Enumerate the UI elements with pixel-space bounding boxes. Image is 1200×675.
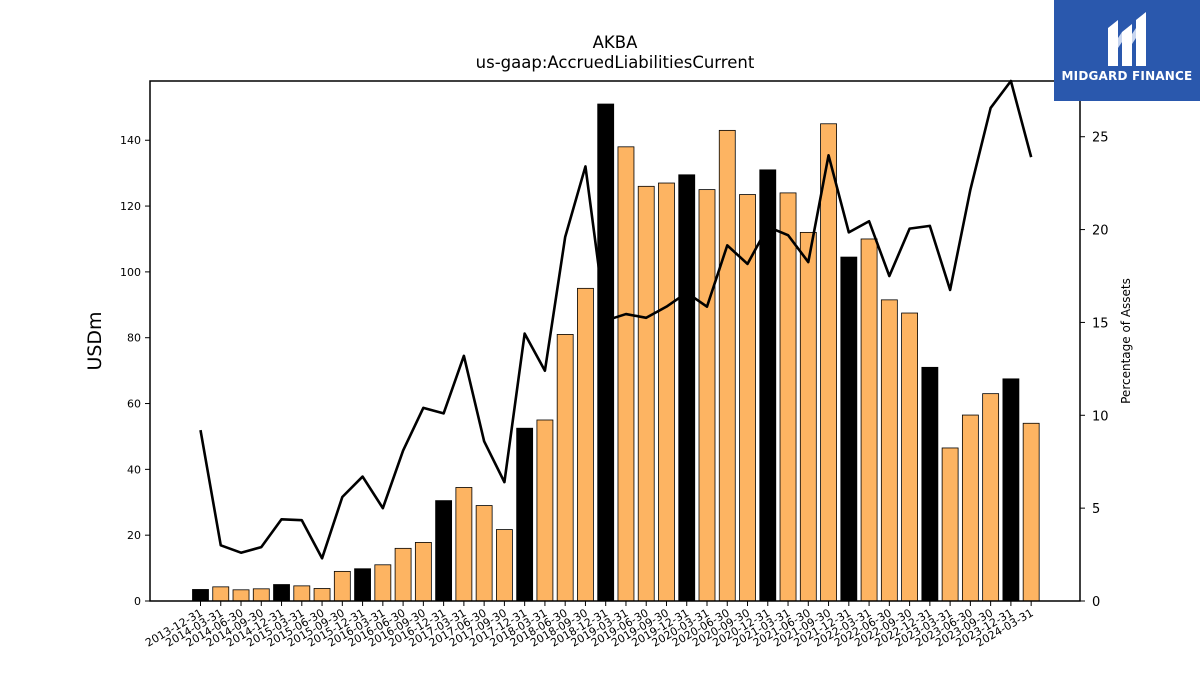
y2-tick-label: 25: [1092, 131, 1109, 146]
line-series: [199, 79, 1033, 560]
y2-tick-label: 0: [1092, 595, 1100, 610]
y-tick-label: 140: [120, 134, 141, 147]
bar-2023-09-30: [982, 393, 1000, 602]
plot-frame: [149, 80, 1081, 602]
y-tick-label: 40: [127, 463, 141, 476]
bar-2020-06-30: [718, 129, 736, 602]
bar-2021-09-30: [820, 123, 837, 602]
bar-2022-09-30: [901, 312, 918, 602]
y2-axis-label: Percentage of Assets: [1119, 278, 1133, 404]
bar-2016-03-31: [374, 564, 392, 602]
bar-2017-12-31: [516, 427, 534, 602]
bar-2019-06-30: [637, 185, 655, 602]
logo-text: MIDGARD FINANCE: [1061, 69, 1193, 83]
bar-2014-09-30: [252, 588, 270, 602]
bar-2014-12-31: [273, 584, 290, 602]
bar-2019-12-31: [678, 174, 696, 602]
bar-2015-03-31: [293, 585, 311, 602]
bar-2022-12-31: [921, 366, 939, 602]
y-tick-label: 120: [120, 200, 141, 213]
bar-2023-06-30: [961, 414, 979, 602]
y-tick-label: 20: [127, 529, 141, 542]
bar-2018-09-30: [577, 287, 594, 602]
bar-2020-03-31: [698, 189, 716, 602]
midgard-logo-icon: [1108, 12, 1146, 66]
y-tick-label: 100: [120, 266, 141, 279]
logo: MIDGARD FINANCE: [1054, 0, 1200, 101]
bar-2023-12-31: [1002, 378, 1020, 602]
chart-subtitle: us-gaap:AccruedLiabilitiesCurrent: [476, 53, 755, 72]
bar-2018-12-31: [597, 103, 615, 602]
percentage-line: [199, 79, 1033, 560]
bar-2022-06-30: [880, 299, 898, 602]
bar-2019-03-31: [617, 146, 635, 602]
bar-2015-09-30: [333, 570, 351, 602]
y2-tick-label: 20: [1092, 224, 1109, 239]
bar-2023-03-31: [941, 447, 959, 602]
x-axis: 2013-12-312014-03-312014-06-302014-09-30…: [143, 601, 1036, 650]
bar-2024-03-31: [1022, 422, 1040, 602]
bar-2017-06-30: [475, 505, 493, 602]
y-tick-label: 0: [134, 595, 141, 608]
chart-title: AKBA: [593, 33, 638, 52]
y2-tick-label: 10: [1092, 409, 1109, 424]
y-axis-left: 0 20 40 60 80 100 120 140: [120, 134, 150, 608]
bar-2014-03-31: [212, 586, 230, 602]
bar-2013-12-31: [192, 589, 209, 602]
bar-2021-06-30: [799, 231, 817, 602]
bars: [192, 103, 1040, 602]
bar-2016-06-30: [394, 547, 412, 602]
y-tick-label: 60: [127, 398, 141, 411]
bar-2018-03-31: [536, 419, 554, 602]
bar-2017-03-31: [455, 487, 473, 602]
y-axis-label: USDm: [84, 311, 106, 370]
bar-2021-03-31: [779, 192, 797, 602]
bar-2015-06-30: [313, 588, 331, 602]
y2-tick-label: 5: [1092, 502, 1100, 517]
bar-2022-03-31: [860, 238, 878, 602]
bar-2015-12-31: [354, 568, 371, 602]
y-axis-right: 0 5 10 15 20 25: [1080, 131, 1109, 610]
bar-2017-09-30: [495, 529, 513, 602]
bar-2014-06-30: [232, 589, 250, 602]
bar-2018-06-30: [556, 334, 574, 602]
bar-2019-09-30: [658, 182, 675, 602]
bar-2016-09-30: [414, 542, 432, 602]
bar-2016-12-31: [435, 500, 453, 602]
bar-2021-12-31: [840, 256, 858, 602]
y2-tick-label: 15: [1092, 316, 1109, 331]
y-tick-label: 80: [127, 332, 141, 345]
